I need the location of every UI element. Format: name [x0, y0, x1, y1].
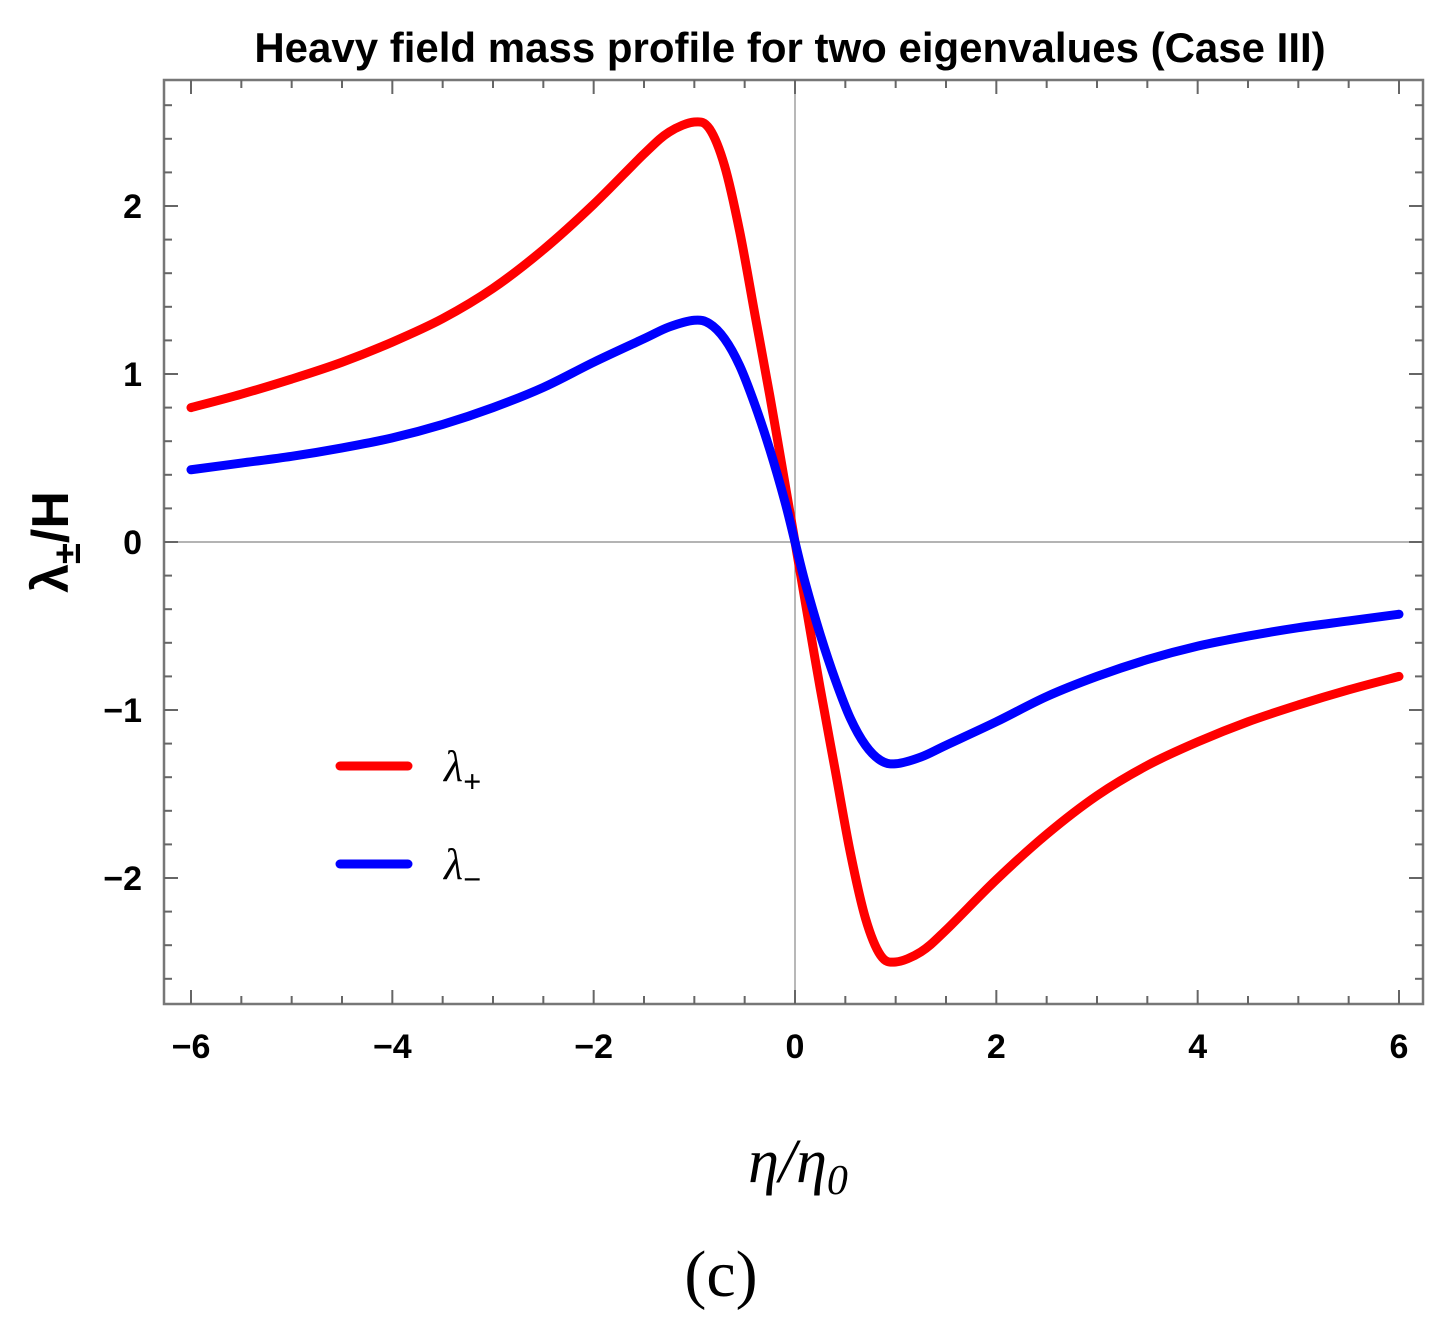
x-tick-label: 4 — [1188, 1028, 1207, 1066]
series-lines — [186, 117, 1404, 967]
minor-ticks — [164, 80, 1423, 1004]
y-axis-label: λ±/H — [22, 491, 89, 593]
x-tick-label: −4 — [373, 1028, 412, 1066]
legend-label-lambda-minus-sub: − — [463, 861, 481, 897]
x-tick-labels: −6 −4 −2 0 2 4 6 — [172, 1028, 1409, 1066]
y-tick-labels: −2 −1 0 1 2 — [103, 188, 142, 898]
y-axis-label-sub: ± — [47, 543, 89, 564]
y-tick-label: 2 — [123, 188, 142, 226]
y-tick-label: −1 — [103, 692, 142, 730]
x-tick-label: −2 — [574, 1028, 613, 1066]
legend: λ+ λ− — [335, 742, 481, 897]
x-tick-label: 0 — [786, 1028, 805, 1066]
y-axis-label-main: λ — [22, 564, 80, 593]
series-lambda-minus — [186, 315, 1404, 769]
figure-caption: (c) — [684, 1238, 757, 1311]
y-tick-label: 1 — [123, 356, 142, 394]
y-tick-label: −2 — [103, 860, 142, 898]
x-axis-label: η/η0 — [748, 1128, 848, 1204]
x-axis-label-main: η/η — [748, 1128, 827, 1196]
x-tick-label: 2 — [987, 1028, 1006, 1066]
chart-title: Heavy field mass profile for two eigenva… — [254, 24, 1325, 71]
x-tick-label: −6 — [172, 1028, 211, 1066]
legend-label-lambda-minus-main: λ — [442, 840, 463, 889]
y-axis-label-rest: /H — [22, 491, 80, 543]
legend-label-lambda-plus-sub: + — [463, 763, 481, 799]
y-tick-label: 0 — [123, 524, 142, 562]
legend-label-lambda-minus: λ− — [442, 840, 481, 897]
legend-label-lambda-plus-main: λ — [442, 742, 463, 791]
x-axis-label-sub: 0 — [827, 1158, 848, 1204]
legend-label-lambda-plus: λ+ — [442, 742, 481, 799]
major-ticks — [164, 80, 1423, 1004]
x-tick-label: 6 — [1390, 1028, 1409, 1066]
